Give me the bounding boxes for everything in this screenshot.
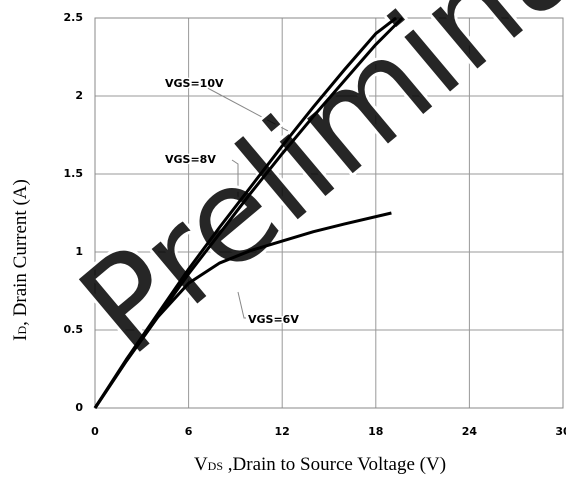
x-tick-label: 24 bbox=[462, 425, 478, 438]
plot-frame bbox=[94, 17, 564, 409]
x-tick-label: 12 bbox=[275, 425, 290, 438]
x-tick-label: 18 bbox=[368, 425, 383, 438]
watermark: Preliminary bbox=[52, 0, 566, 384]
y-tick-label: 2.5 bbox=[64, 11, 84, 24]
series-label: VGS=10V bbox=[165, 77, 224, 90]
x-label-subscript: DS bbox=[208, 459, 223, 473]
series-label: VGS=8V bbox=[165, 153, 216, 166]
leader-line bbox=[231, 159, 239, 205]
y-tick-label: 0.5 bbox=[64, 323, 84, 336]
y-label-subscript: D bbox=[15, 326, 29, 335]
plot-area bbox=[94, 17, 564, 409]
leader-line bbox=[199, 83, 291, 133]
y-label-text: , Drain Current (A) bbox=[10, 179, 31, 326]
y-tick-label: 2 bbox=[75, 89, 83, 102]
y-tick-label: 1.5 bbox=[64, 167, 84, 180]
series-line bbox=[93, 211, 392, 409]
x-tick-label: 6 bbox=[185, 425, 193, 438]
series-line bbox=[93, 16, 397, 409]
leader-line bbox=[237, 291, 246, 319]
y-tick-label: 0 bbox=[75, 401, 83, 414]
x-axis-label: VDS ,Drain to Source Voltage (V) bbox=[194, 454, 446, 475]
y-axis-label: ID, Drain Current (A) bbox=[10, 179, 31, 341]
y-tick-label: 1 bbox=[75, 245, 83, 258]
x-tick-label: 0 bbox=[91, 425, 99, 438]
x-label-text: ,Drain to Source Voltage (V) bbox=[223, 454, 446, 475]
y-label-symbol: I bbox=[10, 335, 31, 341]
series-label: VGS=6V bbox=[248, 313, 299, 326]
x-tick-label: 30 bbox=[555, 425, 566, 438]
x-label-symbol: V bbox=[194, 454, 208, 475]
